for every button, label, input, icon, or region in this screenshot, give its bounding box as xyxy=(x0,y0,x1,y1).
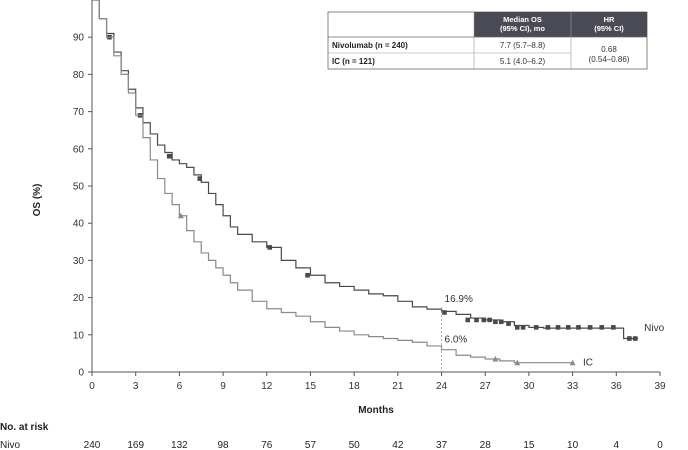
censor-mark-ic xyxy=(492,355,499,362)
x-tick-label: 12 xyxy=(261,381,273,392)
x-tick-label: 3 xyxy=(133,381,139,392)
series-line-ic xyxy=(92,0,573,364)
censor-mark-nivo xyxy=(611,325,616,330)
risk-row-value: 4 xyxy=(614,440,620,450)
risk-row-value: 28 xyxy=(480,440,492,450)
y-tick-label: 70 xyxy=(73,107,85,118)
legend-table-row-label: Nivolumab (n = 240) xyxy=(332,41,408,50)
risk-row-value: 76 xyxy=(261,440,273,450)
x-tick-label: 15 xyxy=(305,381,317,392)
risk-row-value: 0 xyxy=(657,440,663,450)
censor-mark-nivo xyxy=(506,321,511,326)
x-tick-label: 24 xyxy=(436,381,448,392)
legend-table-header-hr: HR xyxy=(604,15,615,24)
risk-row-value: 37 xyxy=(436,440,448,450)
censor-mark-nivo xyxy=(498,319,504,325)
y-tick-label: 10 xyxy=(73,330,85,341)
x-axis-label: Months xyxy=(358,405,394,416)
censor-mark-ic xyxy=(177,212,184,219)
risk-row-value: 10 xyxy=(567,440,579,450)
censor-mark-nivo xyxy=(465,317,471,323)
legend-table-row-median: 5.1 (4.0–6.2) xyxy=(500,57,546,66)
risk-row-label: Nivo xyxy=(0,440,20,450)
censor-mark-nivo xyxy=(587,325,593,330)
censor-mark-nivo xyxy=(442,310,447,315)
censor-mark-nivo xyxy=(493,319,498,325)
series-nivo xyxy=(92,0,639,341)
x-tick-label: 27 xyxy=(480,381,492,392)
censor-mark-nivo xyxy=(632,336,638,341)
risk-row-value: 240 xyxy=(84,440,101,450)
legend-table-hr-value: 0.68 xyxy=(601,45,617,54)
y-tick-label: 0 xyxy=(78,368,84,379)
y-tick-label: 50 xyxy=(73,182,85,193)
y-tick-label: 20 xyxy=(73,293,85,304)
y-tick-label: 30 xyxy=(73,256,85,267)
risk-table: No. at risk Nivo 240 169 132 98 76 57 50 42 37 28 15… xyxy=(0,422,663,450)
series-ic xyxy=(92,0,576,366)
censor-mark-nivo xyxy=(487,317,492,323)
risk-row-value: 169 xyxy=(127,440,144,450)
censor-mark-ic xyxy=(514,359,521,366)
censor-mark-nivo xyxy=(565,325,571,330)
risk-row-value: 50 xyxy=(349,440,361,450)
risk-row-value: 15 xyxy=(523,440,535,450)
censor-mark-nivo xyxy=(627,336,632,341)
legend-table-row-median: 7.7 (5.7–8.8) xyxy=(500,41,546,50)
censor-mark-ic xyxy=(569,359,576,366)
censor-mark-nivo xyxy=(514,325,520,330)
risk-row-value: 98 xyxy=(218,440,230,450)
x-tick-label: 9 xyxy=(220,381,226,392)
series-end-label-ic: IC xyxy=(583,358,593,369)
risk-row-value: 132 xyxy=(171,440,188,450)
risk-row-value: 57 xyxy=(305,440,317,450)
annotation-nivo: 16.9% xyxy=(445,294,473,305)
legend-table-header-median: (95% CI), mo xyxy=(500,24,545,33)
censor-mark-nivo xyxy=(305,272,310,278)
risk-row-value: 42 xyxy=(392,440,404,450)
y-axis-label: OS (%) xyxy=(32,184,43,217)
censor-mark-nivo xyxy=(166,153,172,159)
censor-mark-nivo xyxy=(197,176,203,181)
legend-table-header xyxy=(474,12,647,37)
legend-table-row-label: IC (n = 121) xyxy=(332,57,375,66)
y-tick-label: 40 xyxy=(73,219,85,230)
censor-mark-nivo xyxy=(520,325,526,330)
censor-mark-nivo xyxy=(474,317,479,323)
x-tick-label: 30 xyxy=(523,381,535,392)
x-tick-label: 36 xyxy=(611,381,623,392)
y-tick-label: 90 xyxy=(73,33,85,44)
y-tick-label: 60 xyxy=(73,144,85,155)
censor-mark-nivo xyxy=(576,325,581,330)
x-tick-label: 39 xyxy=(654,381,666,392)
x-tick-label: 33 xyxy=(567,381,579,392)
x-tick-label: 6 xyxy=(177,381,183,392)
y-tick-label: 80 xyxy=(73,70,85,81)
annotation-ic: 6.0% xyxy=(445,335,468,346)
legend-table-header-median: Median OS xyxy=(503,15,542,24)
legend-table-header-hr: (95% CI) xyxy=(594,24,624,33)
x-tick-label: 0 xyxy=(89,381,95,392)
censor-mark-nivo xyxy=(545,325,551,330)
censor-mark-nivo xyxy=(599,325,605,330)
legend-table-hr-value: (0.54–0.86) xyxy=(589,55,630,64)
censor-mark-nivo xyxy=(555,325,561,330)
annotation-layer: 16.9% 6.0% Nivo IC xyxy=(441,294,665,372)
censor-mark-nivo xyxy=(267,245,272,250)
x-tick-label: 21 xyxy=(392,381,404,392)
legend-table: Median OS(95% CI), mo HR(95% CI) Nivolumab… xyxy=(327,11,648,70)
censor-mark-nivo xyxy=(481,317,487,323)
x-tick-label: 18 xyxy=(349,381,361,392)
series-layer xyxy=(92,0,639,366)
series-end-label-nivo: Nivo xyxy=(644,323,664,334)
censor-mark-nivo xyxy=(533,325,539,330)
risk-table-title: No. at risk xyxy=(0,422,49,433)
